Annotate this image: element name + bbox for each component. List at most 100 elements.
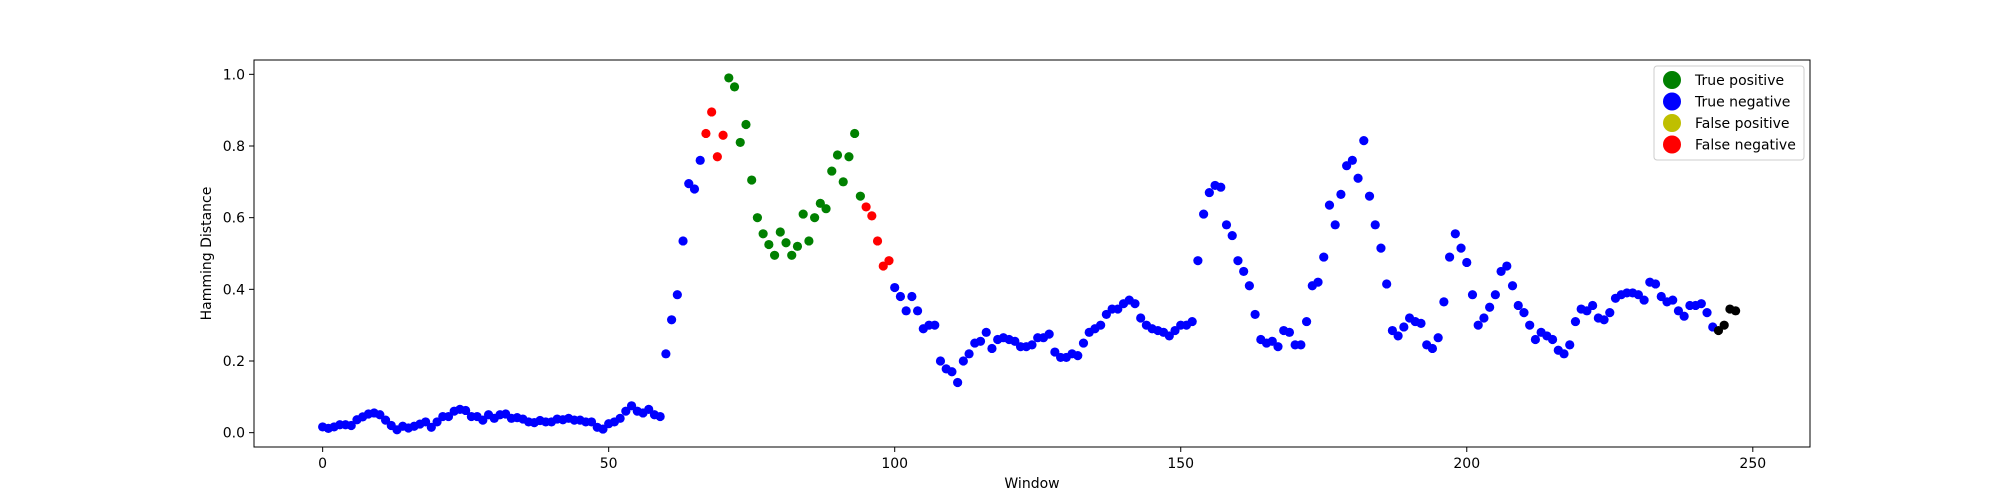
- legend-marker: [1663, 114, 1681, 132]
- true-negative-point: [1696, 299, 1706, 309]
- true-negative-point: [1456, 243, 1466, 253]
- y-tick-label: 0.8: [223, 139, 245, 155]
- true-negative-point: [935, 356, 946, 366]
- y-tick-label: 0.4: [223, 282, 245, 298]
- true-positive-point: [758, 229, 768, 239]
- plot-area: [253, 59, 1811, 448]
- x-tick-label: 0: [318, 456, 327, 472]
- true-negative-point: [346, 420, 356, 431]
- false-negative-point: [712, 152, 722, 162]
- true-negative-point: [1530, 334, 1541, 345]
- true-negative-point: [895, 291, 906, 302]
- true-positive-point: [747, 175, 757, 185]
- false-negative-point: [867, 211, 877, 221]
- true-negative-point: [1296, 340, 1306, 350]
- true-negative-point: [981, 327, 991, 337]
- true-negative-point: [1439, 297, 1449, 307]
- true-negative-point: [1513, 300, 1523, 311]
- true-negative-point: [912, 306, 923, 316]
- true-positive-point: [764, 239, 774, 250]
- true-positive-point: [729, 82, 740, 92]
- true-negative-point: [1301, 316, 1312, 327]
- true-positive-point: [838, 177, 848, 187]
- true-negative-point: [987, 343, 997, 354]
- true-negative-point: [1507, 281, 1518, 291]
- legend-marker: [1663, 92, 1681, 111]
- true-negative-point: [1370, 220, 1380, 230]
- true-negative-point: [1565, 340, 1575, 350]
- legend-label: True positive: [1694, 73, 1784, 89]
- true-negative-point: [1359, 136, 1369, 146]
- true-negative-point: [661, 349, 671, 359]
- true-negative-point: [667, 315, 677, 325]
- x-tick-label: 100: [881, 456, 908, 472]
- true-negative-point: [655, 411, 665, 422]
- true-negative-point: [615, 413, 625, 423]
- data-points: [318, 73, 1741, 435]
- true-negative-point: [1445, 252, 1455, 262]
- false-negative-point: [707, 107, 717, 117]
- true-negative-point: [1599, 315, 1609, 325]
- true-negative-point: [1668, 295, 1678, 305]
- true-negative-point: [1525, 320, 1535, 330]
- true-negative-point: [953, 377, 963, 388]
- true-negative-point: [1364, 191, 1375, 201]
- true-positive-point: [804, 236, 814, 246]
- true-negative-point: [1473, 320, 1483, 330]
- true-negative-point: [1559, 349, 1569, 359]
- true-negative-point: [1547, 334, 1558, 345]
- true-negative-point: [930, 320, 940, 330]
- true-negative-point: [1570, 316, 1581, 327]
- true-negative-point: [1227, 230, 1237, 241]
- true-negative-point: [1588, 300, 1598, 311]
- true-negative-point: [1427, 343, 1438, 354]
- true-negative-point: [1353, 173, 1363, 183]
- x-tick-label: 200: [1453, 456, 1480, 472]
- y-tick-label: 0.2: [223, 354, 245, 370]
- true-negative-point: [1193, 256, 1203, 266]
- true-negative-point: [958, 356, 968, 366]
- true-positive-point: [827, 166, 837, 176]
- true-negative-point: [1239, 266, 1249, 277]
- true-negative-point: [1136, 313, 1146, 323]
- true-negative-point: [1313, 277, 1323, 287]
- true-negative-point: [695, 155, 705, 165]
- true-negative-point: [890, 282, 900, 293]
- legend-marker: [1663, 71, 1681, 89]
- true-positive-point: [850, 128, 860, 139]
- true-negative-point: [907, 291, 917, 302]
- true-positive-point: [821, 204, 831, 214]
- true-negative-point: [1605, 308, 1615, 318]
- true-negative-point: [1324, 200, 1335, 210]
- true-negative-point: [1416, 318, 1426, 328]
- false-negative-point: [718, 130, 728, 140]
- true-negative-point: [1204, 187, 1214, 198]
- y-tick-label: 0.0: [223, 426, 245, 442]
- true-negative-point: [1330, 220, 1340, 230]
- legend-marker: [1663, 135, 1681, 154]
- y-tick-label: 1.0: [223, 67, 245, 83]
- true-negative-point: [1679, 311, 1689, 321]
- true-negative-point: [1639, 295, 1649, 305]
- true-positive-point: [775, 227, 785, 237]
- true-negative-point: [1273, 342, 1283, 352]
- true-negative-point: [461, 405, 471, 416]
- true-negative-point: [1502, 261, 1512, 271]
- true-negative-point: [1233, 256, 1243, 266]
- true-negative-point: [1199, 209, 1209, 219]
- true-negative-point: [947, 367, 957, 377]
- true-negative-point: [1490, 290, 1500, 300]
- true-negative-point: [1702, 308, 1712, 318]
- true-positive-point: [735, 137, 745, 148]
- true-negative-point: [1336, 189, 1346, 199]
- true-negative-point: [1078, 338, 1089, 348]
- x-axis-label: Window: [1004, 476, 1059, 492]
- true-positive-point: [798, 209, 808, 219]
- true-negative-point: [689, 184, 700, 194]
- true-positive-point: [787, 250, 797, 260]
- true-positive-point: [752, 213, 763, 223]
- true-negative-point: [1382, 279, 1392, 289]
- true-positive-point: [855, 191, 865, 201]
- true-negative-point: [1467, 290, 1478, 300]
- true-positive-point: [781, 238, 791, 248]
